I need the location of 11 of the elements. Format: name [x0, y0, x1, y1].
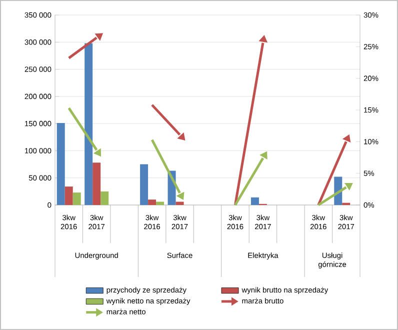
bar — [176, 202, 184, 205]
bar — [56, 123, 65, 205]
bar — [250, 197, 259, 205]
bar — [156, 202, 164, 205]
bar — [72, 192, 81, 205]
bar — [140, 164, 148, 205]
bar — [64, 186, 73, 205]
bar — [100, 191, 109, 205]
bar — [92, 162, 101, 205]
bar — [84, 43, 93, 205]
bar — [148, 200, 156, 205]
